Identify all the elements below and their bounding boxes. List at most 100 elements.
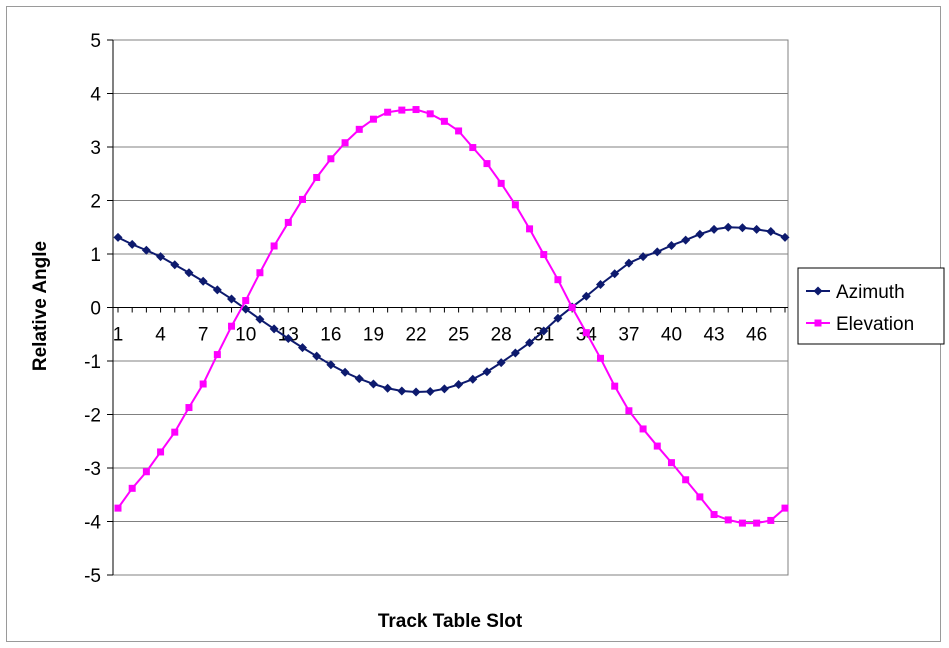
data-point-elevation bbox=[568, 304, 576, 311]
data-point-elevation bbox=[455, 127, 463, 135]
data-point-elevation bbox=[142, 468, 150, 476]
data-point-elevation bbox=[682, 476, 690, 484]
data-point-azimuth bbox=[354, 374, 364, 384]
data-point-azimuth bbox=[723, 222, 733, 232]
data-point-elevation bbox=[611, 382, 619, 390]
x-tick-label: 46 bbox=[746, 325, 767, 346]
data-point-elevation bbox=[781, 504, 789, 512]
data-point-azimuth bbox=[525, 338, 535, 348]
data-point-elevation bbox=[597, 354, 605, 362]
data-point-azimuth bbox=[553, 313, 563, 323]
x-tick-label: 1 bbox=[113, 325, 124, 346]
data-point-elevation bbox=[554, 276, 562, 284]
x-tick-label: 4 bbox=[155, 325, 166, 346]
y-tick-label: -1 bbox=[84, 352, 101, 373]
data-point-azimuth bbox=[439, 384, 449, 394]
data-point-elevation bbox=[469, 144, 477, 152]
data-point-elevation bbox=[341, 139, 349, 147]
y-axis-title: Relative Angle bbox=[30, 241, 51, 371]
data-point-azimuth bbox=[368, 379, 378, 389]
y-tick-label: 5 bbox=[90, 31, 101, 52]
data-point-elevation bbox=[625, 407, 633, 415]
series-line-elevation bbox=[117, 108, 786, 525]
data-point-azimuth bbox=[766, 227, 776, 237]
data-point-azimuth bbox=[156, 252, 166, 262]
data-point-azimuth bbox=[581, 291, 591, 301]
data-point-elevation bbox=[313, 173, 321, 181]
legend-box bbox=[797, 267, 945, 345]
data-point-azimuth bbox=[752, 224, 762, 234]
data-point-azimuth bbox=[170, 260, 180, 270]
data-point-azimuth bbox=[425, 386, 435, 396]
data-point-azimuth bbox=[709, 224, 719, 234]
data-point-elevation bbox=[653, 442, 661, 450]
data-point-elevation bbox=[511, 201, 519, 209]
x-tick-label: 25 bbox=[448, 325, 469, 346]
data-point-azimuth bbox=[241, 304, 251, 314]
x-tick-label: 37 bbox=[618, 325, 639, 346]
data-point-azimuth bbox=[454, 380, 464, 390]
data-point-azimuth bbox=[113, 232, 123, 242]
data-point-azimuth bbox=[780, 232, 790, 242]
y-tick-label: 3 bbox=[90, 138, 101, 159]
y-tick-label: 0 bbox=[90, 299, 101, 320]
chart-frame bbox=[6, 6, 941, 642]
data-point-azimuth bbox=[411, 387, 421, 397]
y-tick-label: -3 bbox=[84, 459, 101, 480]
data-point-azimuth bbox=[468, 374, 478, 384]
series-line-azimuth bbox=[117, 226, 786, 394]
data-point-azimuth bbox=[681, 235, 691, 245]
data-point-elevation bbox=[398, 106, 406, 114]
data-point-azimuth bbox=[510, 348, 520, 358]
data-point-azimuth bbox=[198, 276, 208, 286]
data-point-azimuth bbox=[283, 334, 293, 344]
data-point-elevation bbox=[157, 448, 165, 456]
x-tick-label: 16 bbox=[320, 325, 341, 346]
data-point-elevation bbox=[526, 225, 534, 233]
data-point-elevation bbox=[242, 297, 250, 305]
axis-layer: -5-4-3-2-1012345147101316192225283134374… bbox=[84, 31, 788, 587]
data-point-elevation bbox=[696, 493, 704, 501]
data-point-azimuth bbox=[539, 326, 549, 336]
x-tick-label: 19 bbox=[363, 325, 384, 346]
data-point-azimuth bbox=[184, 268, 194, 278]
y-tick-label: 4 bbox=[90, 85, 101, 106]
data-point-azimuth bbox=[326, 360, 336, 370]
data-point-elevation bbox=[440, 117, 448, 125]
data-point-azimuth bbox=[610, 269, 620, 279]
x-tick-label: 43 bbox=[703, 325, 724, 346]
x-tick-label: 22 bbox=[405, 325, 426, 346]
data-point-azimuth bbox=[737, 223, 747, 233]
data-point-azimuth bbox=[624, 258, 634, 268]
data-point-azimuth bbox=[127, 239, 137, 249]
data-point-azimuth bbox=[596, 279, 606, 289]
data-point-azimuth bbox=[638, 252, 648, 262]
legend-marker-azimuth bbox=[813, 286, 823, 296]
y-tick-label: -5 bbox=[84, 566, 101, 587]
data-point-elevation bbox=[582, 329, 590, 337]
data-point-azimuth bbox=[666, 240, 676, 250]
data-point-elevation bbox=[284, 218, 292, 226]
data-point-azimuth bbox=[652, 247, 662, 257]
data-point-elevation bbox=[412, 106, 420, 114]
data-point-azimuth bbox=[255, 314, 265, 324]
data-point-azimuth bbox=[269, 324, 279, 334]
data-point-elevation bbox=[753, 519, 761, 527]
data-point-elevation bbox=[171, 428, 179, 436]
data-point-elevation bbox=[724, 516, 732, 524]
data-point-elevation bbox=[369, 115, 377, 123]
series-layer bbox=[113, 106, 790, 527]
y-tick-label: -4 bbox=[84, 513, 101, 534]
data-point-azimuth bbox=[383, 383, 393, 393]
x-tick-label: 40 bbox=[661, 325, 682, 346]
data-point-elevation bbox=[228, 322, 236, 330]
data-point-elevation bbox=[199, 380, 207, 388]
legend: Azimuth Elevation bbox=[797, 267, 945, 345]
y-tick-label: 1 bbox=[90, 245, 101, 266]
legend-label-elevation: Elevation bbox=[836, 314, 914, 335]
data-point-elevation bbox=[355, 125, 363, 133]
data-point-azimuth bbox=[227, 294, 237, 304]
data-point-elevation bbox=[384, 108, 392, 116]
data-point-azimuth bbox=[312, 351, 322, 361]
data-point-elevation bbox=[497, 179, 505, 187]
